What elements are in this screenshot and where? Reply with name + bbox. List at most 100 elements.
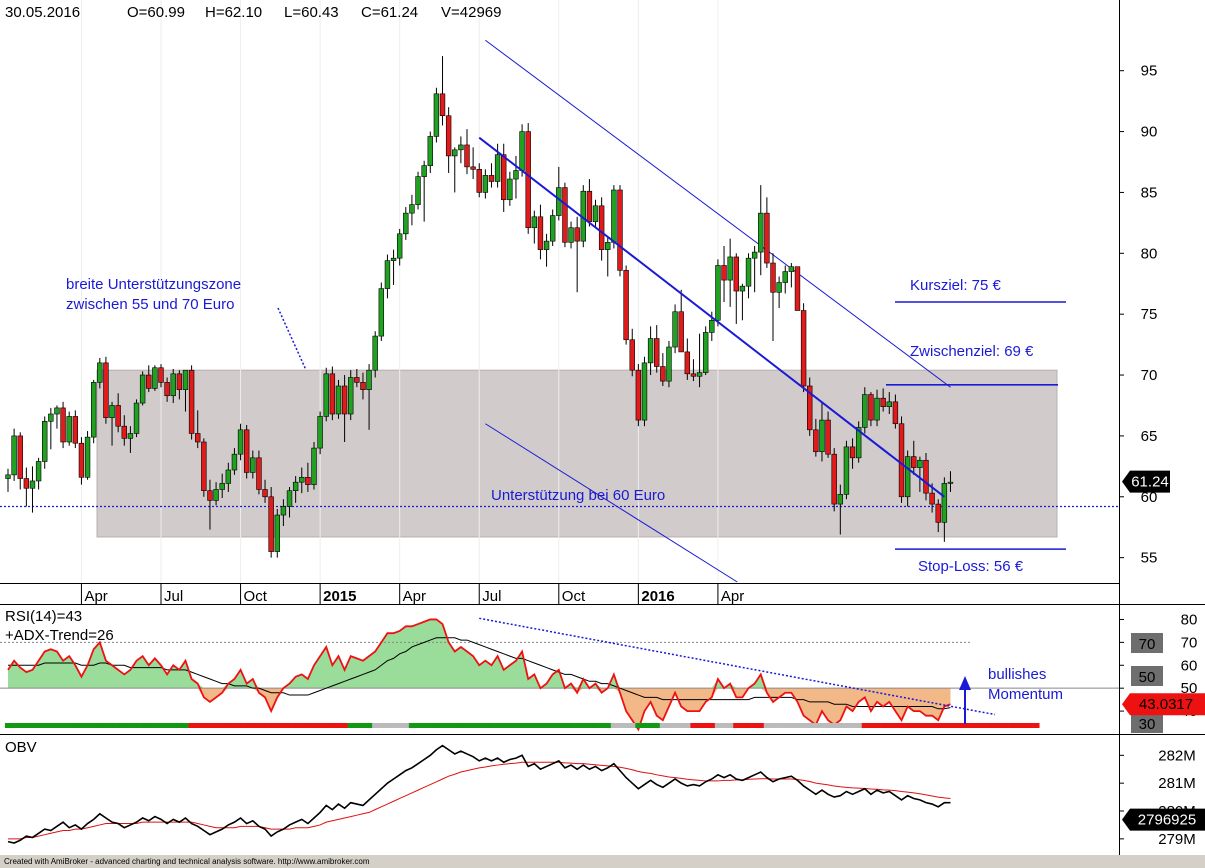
candle-body xyxy=(702,332,709,373)
adx-segment xyxy=(512,723,520,728)
obv-panel: OBV 279M280M281M282M 2796925 xyxy=(5,739,1205,848)
adx-segment xyxy=(812,723,820,728)
adx-segment xyxy=(372,723,379,728)
adx-segment xyxy=(90,723,98,728)
adx-segment xyxy=(873,723,881,728)
header-date: 30.05.2016 xyxy=(5,4,80,21)
candle-body xyxy=(678,311,684,353)
candle-body xyxy=(170,373,176,397)
rsi-last-box xyxy=(1122,693,1205,716)
candle-body xyxy=(35,461,42,482)
date-tick-label: Oct xyxy=(244,588,268,605)
candle-body xyxy=(696,372,703,377)
adx-segment xyxy=(769,723,777,728)
adx-segment xyxy=(567,723,575,728)
candle-body xyxy=(507,178,513,201)
date-tick-label: Apr xyxy=(84,588,107,605)
adx-segment xyxy=(115,723,122,728)
rsi-box-30 xyxy=(1131,713,1163,733)
candle-body xyxy=(880,397,886,407)
rsi-box-70-text: 70 xyxy=(1139,636,1156,653)
date-tick-label: 2015 xyxy=(323,588,356,605)
candle-body xyxy=(366,369,372,390)
candle-body xyxy=(146,374,152,389)
candle-body xyxy=(97,362,103,383)
candle-body xyxy=(354,377,360,383)
adx-segment xyxy=(23,723,30,728)
adx-segment xyxy=(604,723,612,728)
adx-segment xyxy=(904,723,911,728)
adx-segment xyxy=(133,723,140,728)
adx-segment xyxy=(782,723,789,728)
adx-segment xyxy=(574,723,581,728)
candle-body xyxy=(109,405,115,418)
adx-segment xyxy=(366,723,373,728)
rsi-tick-label: 80 xyxy=(1181,611,1198,628)
candle-body xyxy=(231,453,238,471)
candle-body xyxy=(78,442,85,478)
candle-body xyxy=(421,165,427,177)
obv-last-tag: 2796925 xyxy=(1122,808,1205,831)
candle-body xyxy=(519,131,525,171)
candle-body xyxy=(898,423,905,498)
adx-segment xyxy=(996,723,1003,728)
adx-segment xyxy=(304,723,312,728)
candle-body xyxy=(947,481,954,484)
adx-segment xyxy=(635,723,642,728)
candle-body xyxy=(666,346,672,382)
candle-body xyxy=(42,421,48,462)
candle-body xyxy=(923,459,929,494)
adx-segment xyxy=(739,723,746,728)
candle-body xyxy=(862,394,868,428)
price-tick-label: 60 xyxy=(1141,489,1158,506)
date-tick-label: 2016 xyxy=(641,588,674,605)
candle-body xyxy=(941,483,948,523)
adx-segment xyxy=(488,723,495,728)
candle-body xyxy=(464,144,470,168)
date-tick-label: Apr xyxy=(403,588,426,605)
candle-body xyxy=(182,369,189,390)
adx-segment xyxy=(751,723,758,728)
adx-segment xyxy=(157,723,165,728)
adx-segment xyxy=(359,723,367,728)
candle-body xyxy=(807,385,813,431)
obv-line xyxy=(7,744,951,844)
adx-segment xyxy=(623,723,630,728)
candle-body xyxy=(660,366,666,382)
adx-segment xyxy=(451,723,459,728)
adx-segment xyxy=(182,723,189,728)
price-tick-label: 80 xyxy=(1141,245,1158,262)
adx-segment xyxy=(586,723,593,728)
candle-body xyxy=(48,413,54,422)
candle-body xyxy=(831,453,837,505)
price-tick-label: 55 xyxy=(1141,550,1158,567)
candle-body xyxy=(764,212,770,264)
candle-body xyxy=(629,339,635,371)
candle-body xyxy=(305,477,311,485)
rsi-tick-label: 70 xyxy=(1181,634,1198,651)
price-tick-label: 90 xyxy=(1141,124,1158,141)
adx-segment xyxy=(427,723,434,728)
momentum-label-1: bullishes xyxy=(988,666,1046,683)
candle-body xyxy=(201,441,207,491)
adx-segment xyxy=(494,723,501,728)
candle-body xyxy=(396,233,403,259)
price-tick-label: 75 xyxy=(1141,306,1158,323)
adx-segment xyxy=(249,723,257,728)
adx-segment xyxy=(145,723,153,728)
last-price-box xyxy=(1122,470,1170,493)
adx-segment xyxy=(243,723,251,728)
rsi-fill-below xyxy=(8,688,951,730)
adx-segment xyxy=(720,723,728,728)
target-lines: Kursziel: 75 € Zwischenziel: 69 € Stop-Los… xyxy=(886,277,1066,575)
adx-segment xyxy=(255,723,263,728)
candle-body xyxy=(372,335,378,371)
candle-body xyxy=(672,311,678,348)
adx-segment xyxy=(261,723,269,728)
adx-segment xyxy=(500,723,508,728)
adx-segment xyxy=(1026,723,1034,728)
adx-segment xyxy=(990,723,997,728)
channel-lower-line xyxy=(485,423,738,583)
adx-segment xyxy=(641,723,648,728)
candle-body xyxy=(54,407,60,415)
